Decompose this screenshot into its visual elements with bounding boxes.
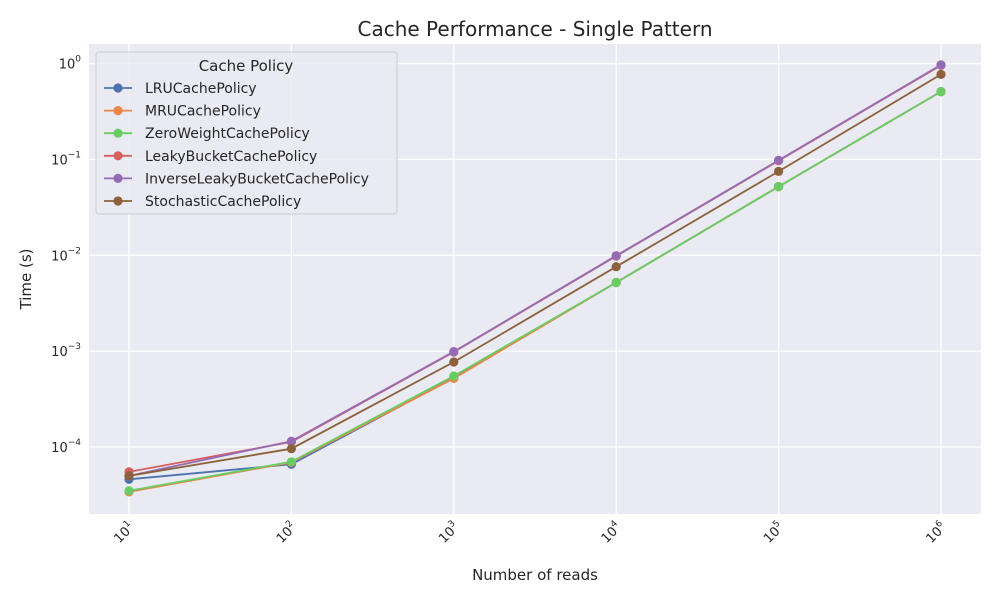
legend-item: MRUCachePolicy bbox=[104, 104, 261, 120]
legend-marker bbox=[113, 128, 123, 138]
legend-marker bbox=[113, 83, 123, 93]
legend-items: LRUCachePolicy MRUCachePolicy ZeroWeightCa… bbox=[104, 81, 369, 210]
legend-item: StochasticCachePolicy bbox=[104, 194, 301, 210]
data-point bbox=[286, 444, 296, 454]
legend-label: LRUCachePolicy bbox=[145, 81, 257, 97]
legend-label: StochasticCachePolicy bbox=[145, 194, 301, 210]
series-group bbox=[124, 60, 946, 497]
data-point bbox=[124, 486, 134, 496]
data-point bbox=[936, 69, 946, 79]
y-axis-label: Time (s) bbox=[17, 249, 35, 311]
series-line bbox=[128, 90, 942, 492]
data-point bbox=[449, 357, 459, 367]
x-axis-label: Number of reads bbox=[472, 566, 598, 584]
series-line bbox=[128, 73, 942, 477]
series-StochasticCachePolicy bbox=[124, 69, 946, 481]
series-line bbox=[128, 64, 942, 477]
legend-item: ZeroWeightCachePolicy bbox=[104, 126, 310, 142]
data-point bbox=[774, 166, 784, 176]
legend-marker bbox=[113, 196, 123, 206]
legend-label: LeakyBucketCachePolicy bbox=[145, 149, 317, 165]
legend-item: LeakyBucketCachePolicy bbox=[104, 149, 317, 165]
data-point bbox=[774, 155, 784, 165]
legend-item: InverseLeakyBucketCachePolicy bbox=[104, 171, 369, 187]
data-point bbox=[611, 277, 621, 288]
grid-lines bbox=[89, 44, 981, 514]
legend-label: ZeroWeightCachePolicy bbox=[145, 126, 310, 142]
y-tick-label: 10−3 bbox=[51, 342, 81, 360]
data-point bbox=[774, 182, 784, 192]
data-point bbox=[936, 87, 946, 97]
legend-label: InverseLeakyBucketCachePolicy bbox=[145, 171, 369, 187]
data-point bbox=[611, 251, 621, 261]
legend-marker bbox=[113, 151, 123, 161]
legend-item: LRUCachePolicy bbox=[104, 81, 257, 97]
legend-box bbox=[95, 51, 398, 215]
legend-label: MRUCachePolicy bbox=[145, 104, 261, 120]
data-point bbox=[449, 371, 459, 381]
chart-title: Cache Performance - Single Pattern bbox=[357, 17, 712, 41]
data-point bbox=[611, 262, 621, 272]
y-tick-label: 10−4 bbox=[51, 438, 81, 456]
legend-marker bbox=[113, 173, 123, 183]
data-point bbox=[286, 436, 296, 446]
y-tick-label: 100 bbox=[59, 55, 82, 73]
legend-marker bbox=[113, 106, 123, 116]
legend: Cache Policy LRUCachePolicy MRUCachePolic… bbox=[95, 51, 398, 215]
y-tick-label: 10−2 bbox=[51, 246, 81, 264]
data-point bbox=[286, 457, 296, 467]
y-tick-label: 10−1 bbox=[51, 150, 81, 168]
data-point bbox=[449, 347, 459, 357]
data-point bbox=[124, 471, 134, 481]
data-point bbox=[936, 60, 946, 70]
legend-title: Cache Policy bbox=[199, 57, 294, 75]
series-ZeroWeightCachePolicy bbox=[124, 87, 946, 496]
